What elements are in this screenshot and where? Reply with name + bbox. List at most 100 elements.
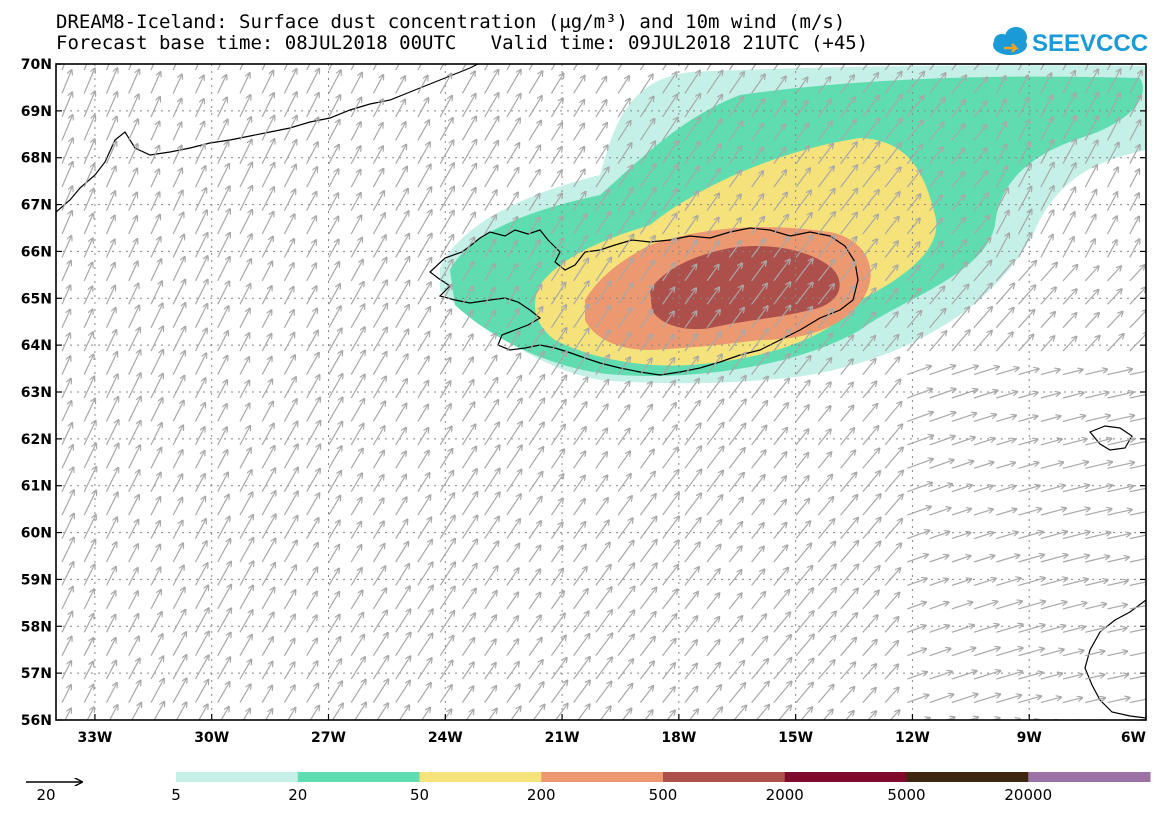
wind-arrow [83,68,95,94]
wind-arrow [439,235,453,258]
wind-arrow [172,520,183,539]
wind-arrow [595,258,612,282]
wind-arrow [172,609,185,633]
wind-arrow [973,77,987,94]
wind-arrow [328,351,343,375]
wind-arrow [417,683,431,703]
wind-arrow [1017,186,1032,211]
wind-arrow [929,460,954,469]
wind-arrow [617,98,630,118]
wind-arrow [795,259,813,282]
wind-arrow [83,398,95,422]
wind-arrow [217,119,228,141]
wind-arrow [945,717,955,720]
wind-arrow [61,445,73,469]
wind-arrow [550,658,567,680]
wind-arrow [328,592,340,610]
wind-arrow [217,331,229,352]
wind-arrow [1106,64,1112,71]
wind-arrow [1062,116,1076,141]
wind-arrow [194,496,206,516]
wind-arrow [662,94,678,118]
wind-arrow [907,412,933,422]
wind-arrow [484,468,500,493]
wind-arrow [684,117,701,141]
wind-arrow [417,495,431,516]
wind-arrow [706,64,712,71]
wind-arrow [172,190,183,211]
wind-arrow [1129,265,1145,282]
wind-arrow [1106,240,1117,258]
wind-arrow [83,661,93,680]
wind-arrow [906,169,921,188]
wind-arrow [239,610,253,633]
wind-arrow [395,122,406,141]
wind-arrow [595,657,612,680]
wind-arrow [261,286,272,305]
wind-arrow [550,238,563,258]
wind-arrow [194,563,208,586]
lat-label: 59N [21,572,52,588]
wind-arrow [662,447,679,469]
wind-arrow [261,357,272,375]
wind-arrow [528,194,540,211]
wind-arrow [550,546,563,563]
wind-arrow [83,638,93,656]
iceland-coastline [429,227,859,376]
wind-arrow [283,116,297,141]
wind-arrow [506,217,518,235]
wind-arrow [461,94,475,118]
wind-arrow [395,632,411,657]
wind-arrow [1040,531,1068,540]
wind-arrow [128,636,139,656]
wind-arrow [573,544,587,563]
wind-arrow [595,145,608,165]
wind-arrow [1129,95,1142,118]
wind-arrow [595,64,601,71]
wind-arrow [461,212,475,235]
wind-arrow [773,568,789,586]
wind-arrow [951,509,972,516]
wind-arrow [395,379,408,399]
wind-arrow [884,143,901,165]
wind-arrow [217,209,230,235]
seevccc-logo: SEEVCCC [993,27,1148,57]
wind-arrow [1062,289,1077,305]
wind-arrow [484,287,496,305]
wind-arrow [350,497,362,516]
wind-arrow [662,687,675,703]
wind-arrow [328,374,343,399]
wind-arrow [105,141,117,164]
concentration-colorbar: 5 20 50 200 500 2000 5000 20000 [171,772,1151,804]
wind-arrow [105,215,115,235]
wind-arrow [328,568,339,586]
wind-arrow [194,144,205,164]
wind-arrow [996,392,1017,399]
wind-arrow [706,169,720,188]
wind-arrow [484,492,500,516]
wind-arrow [1040,336,1055,352]
wind-arrow [795,123,808,141]
wind-arrow [217,472,229,492]
wind-arrow [995,122,1006,141]
wind-arrow [261,261,272,282]
wind-arrow [150,398,163,422]
wind-arrow [795,521,810,539]
wind-arrow [350,657,365,680]
wind-arrow [929,436,956,446]
wind-arrow [484,239,496,258]
wind-arrow [1106,216,1118,235]
wind-arrow [706,241,719,258]
lat-label: 62N [21,432,52,448]
wind-arrow [372,588,386,610]
colorbar-swatch [541,772,664,782]
wind-arrow [372,327,387,352]
wind-arrow [951,461,974,469]
wind-arrow [372,656,388,680]
wind-arrow [461,188,476,211]
wind-arrow [194,75,204,94]
wind-arrow [1017,142,1031,164]
wind-arrow [817,588,836,610]
lon-label: 9W [1017,730,1042,746]
